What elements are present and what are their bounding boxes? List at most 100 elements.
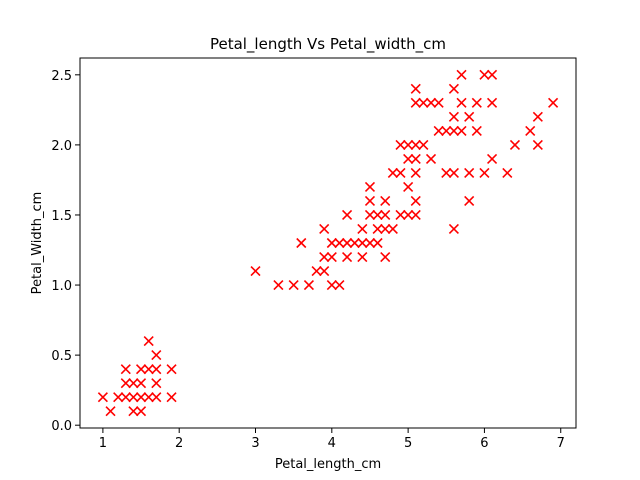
data-point — [448, 111, 459, 122]
data-point — [456, 125, 467, 136]
axis-ticks: 1 2 3 4 5 6 7 0.0 0.5 1.0 1.5 2.0 2.5 — [51, 69, 565, 451]
data-point — [418, 139, 429, 150]
data-point — [166, 364, 177, 375]
plot-area-frame — [79, 57, 577, 429]
data-point — [395, 139, 406, 150]
data-point — [418, 97, 429, 108]
data-point — [250, 265, 261, 277]
data-point — [273, 279, 284, 291]
data-point — [433, 125, 444, 136]
data-point — [319, 251, 330, 263]
data-point — [151, 392, 162, 403]
data-point — [502, 167, 513, 178]
x-axis-label: Petal_length_cm — [275, 457, 381, 472]
data-point — [357, 251, 368, 263]
data-point — [471, 97, 482, 108]
data-point — [120, 378, 131, 389]
data-point — [486, 97, 498, 108]
data-point — [166, 392, 177, 403]
data-point — [143, 392, 154, 403]
data-points — [97, 69, 559, 417]
data-point — [403, 139, 414, 150]
data-point — [464, 195, 475, 207]
data-point — [143, 364, 154, 375]
y-tick-label: 2.0 — [51, 139, 72, 154]
data-point — [410, 167, 421, 178]
y-tick-label: 0.5 — [51, 349, 72, 364]
data-point — [441, 167, 452, 178]
data-point — [334, 279, 345, 291]
data-point — [151, 364, 162, 375]
data-point — [372, 209, 383, 221]
data-point — [410, 97, 421, 108]
x-tick-label: 2 — [175, 436, 183, 451]
data-point — [128, 406, 139, 417]
data-point — [380, 251, 391, 263]
chart-title: Petal_length Vs Petal_width_cm — [210, 35, 446, 54]
data-point — [319, 223, 330, 235]
data-point — [448, 83, 459, 94]
data-point — [357, 237, 368, 249]
data-point — [296, 237, 307, 249]
data-point — [387, 223, 398, 235]
data-point — [105, 406, 116, 417]
data-point — [128, 378, 139, 389]
data-point — [448, 125, 459, 136]
data-point — [433, 97, 444, 108]
data-point — [410, 83, 421, 94]
data-point — [151, 378, 162, 389]
data-point — [403, 209, 414, 221]
y-tick-label: 1.5 — [51, 209, 72, 224]
data-point — [372, 223, 383, 235]
data-point — [380, 195, 391, 207]
data-point — [479, 69, 490, 80]
data-point — [120, 364, 131, 375]
data-point — [326, 279, 337, 291]
data-point — [151, 350, 162, 361]
data-point — [311, 265, 322, 277]
data-point — [448, 223, 459, 235]
data-point — [441, 125, 452, 136]
data-point — [509, 139, 521, 150]
y-tick-label: 2.5 — [51, 69, 72, 84]
data-point — [342, 209, 353, 221]
data-point — [364, 195, 376, 207]
data-point — [135, 392, 147, 403]
x-tick-label: 6 — [480, 436, 488, 451]
x-tick-label: 1 — [99, 436, 107, 451]
data-point — [334, 237, 345, 249]
data-point — [303, 279, 314, 291]
data-point — [380, 223, 391, 235]
data-point — [372, 237, 383, 249]
data-point — [410, 195, 421, 207]
data-point — [548, 97, 559, 108]
data-point — [349, 237, 360, 249]
data-point — [456, 97, 467, 108]
data-point — [364, 209, 376, 221]
data-point — [471, 125, 482, 136]
data-point — [364, 181, 376, 193]
data-point — [120, 392, 131, 403]
data-point — [395, 167, 406, 178]
x-tick-label: 3 — [251, 436, 259, 451]
data-point — [128, 392, 139, 403]
data-point — [464, 111, 475, 122]
data-point — [464, 167, 475, 178]
data-point — [532, 139, 543, 150]
data-point — [395, 209, 406, 221]
data-point — [342, 251, 353, 263]
data-point — [448, 167, 459, 178]
x-tick-label: 4 — [328, 436, 336, 451]
data-point — [525, 125, 536, 136]
y-axis-label: Petal_Width_cm — [30, 192, 45, 295]
data-point — [387, 167, 398, 178]
data-point — [319, 265, 330, 277]
data-point — [135, 378, 147, 389]
data-point — [456, 69, 467, 80]
data-point — [135, 406, 147, 417]
data-point — [135, 364, 147, 375]
data-point — [410, 209, 421, 221]
data-point — [357, 223, 368, 235]
